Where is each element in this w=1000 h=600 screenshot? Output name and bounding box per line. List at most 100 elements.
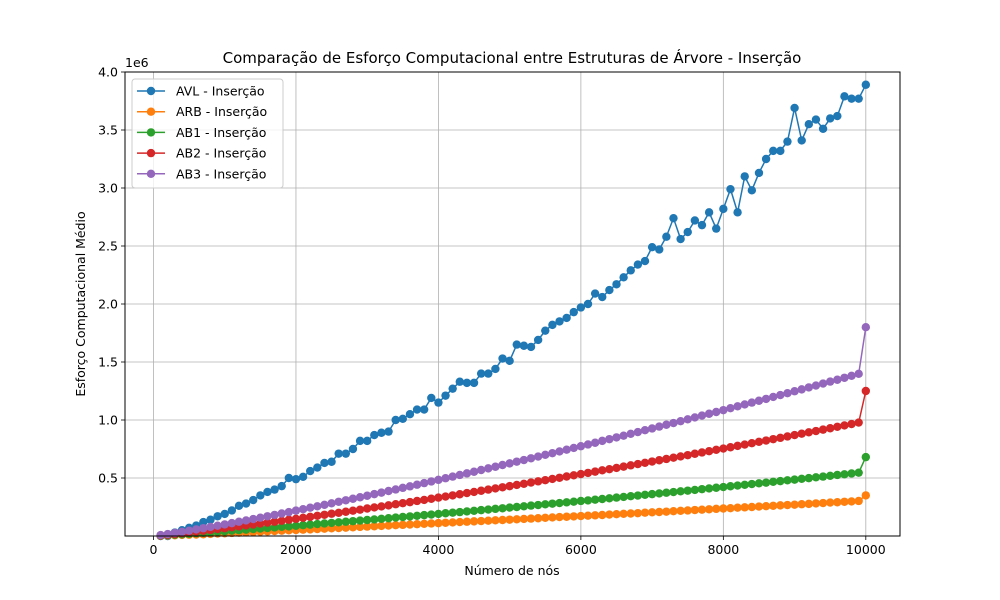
data-point — [854, 468, 863, 477]
data-point — [284, 507, 294, 517]
data-point — [249, 495, 258, 505]
data-point — [519, 502, 529, 511]
data-point — [861, 80, 871, 89]
data-point — [206, 515, 215, 524]
data-point — [776, 433, 785, 443]
data-point — [683, 415, 692, 424]
data-point — [740, 503, 749, 512]
data-point — [776, 390, 785, 400]
data-point — [825, 114, 835, 123]
data-point — [384, 514, 393, 523]
data-point — [683, 506, 692, 515]
data-point — [533, 477, 543, 486]
data-point — [783, 389, 792, 398]
data-point — [541, 476, 550, 485]
data-point — [747, 479, 757, 489]
legend-marker — [146, 169, 156, 178]
data-point — [427, 519, 436, 528]
data-point — [548, 499, 557, 508]
data-point — [341, 517, 351, 526]
data-point — [213, 521, 222, 530]
data-point — [398, 483, 407, 493]
data-point — [619, 492, 628, 502]
data-point — [719, 504, 728, 513]
data-point — [441, 391, 450, 400]
legend-entry: ARB - Inserção — [137, 104, 267, 119]
data-point — [683, 227, 692, 237]
data-point — [448, 518, 457, 527]
data-point — [263, 487, 272, 497]
data-point — [754, 168, 764, 178]
data-point — [277, 481, 286, 491]
data-point — [754, 479, 764, 488]
data-point — [227, 506, 237, 515]
data-point — [469, 517, 479, 526]
data-point — [655, 489, 664, 498]
data-point — [370, 503, 379, 512]
data-point — [313, 519, 322, 529]
data-point — [391, 500, 400, 509]
data-point — [476, 465, 486, 475]
data-point — [769, 392, 778, 402]
data-point — [398, 512, 407, 522]
data-point — [298, 505, 308, 514]
data-point — [355, 505, 365, 514]
data-point — [605, 510, 614, 519]
data-point — [818, 425, 828, 434]
data-point — [769, 434, 778, 444]
data-point — [519, 514, 529, 524]
data-point — [476, 486, 486, 495]
data-point — [512, 502, 521, 512]
data-point — [854, 369, 863, 379]
data-point — [818, 124, 828, 134]
data-point — [562, 498, 571, 507]
data-point — [484, 505, 493, 514]
data-point — [704, 505, 714, 514]
data-point — [569, 443, 578, 453]
data-point — [626, 266, 635, 275]
data-point — [769, 477, 778, 487]
data-point — [505, 481, 514, 491]
data-point — [690, 413, 700, 422]
data-point — [334, 508, 343, 517]
data-point — [313, 511, 322, 521]
data-point — [362, 515, 372, 525]
data-point — [548, 448, 557, 458]
data-point — [697, 484, 707, 494]
data-point — [569, 471, 578, 480]
data-point — [647, 457, 657, 466]
data-point — [854, 94, 863, 103]
data-point — [825, 377, 835, 386]
data-point — [811, 381, 821, 390]
data-point — [555, 473, 564, 482]
data-point — [769, 501, 778, 511]
data-point — [541, 450, 550, 459]
data-point — [719, 405, 728, 415]
data-point — [854, 496, 863, 506]
data-point — [334, 449, 343, 458]
data-point — [533, 500, 543, 510]
legend-label: AB3 - Inserção — [176, 166, 266, 181]
data-point — [669, 453, 678, 462]
legend-marker — [146, 86, 156, 96]
data-point — [434, 475, 443, 485]
data-point — [533, 452, 543, 461]
data-point — [256, 513, 265, 522]
data-point — [754, 396, 764, 405]
data-point — [612, 280, 621, 289]
data-point — [804, 473, 814, 483]
data-point — [633, 459, 643, 469]
data-point — [427, 393, 436, 403]
data-point — [790, 475, 799, 484]
data-point — [391, 485, 400, 494]
data-point — [448, 508, 457, 517]
data-point — [783, 476, 792, 485]
data-point — [241, 499, 251, 508]
data-point — [398, 520, 407, 530]
data-point — [291, 506, 301, 515]
data-point — [306, 466, 315, 476]
data-point — [669, 487, 678, 497]
data-point — [712, 224, 721, 233]
data-point — [505, 459, 514, 468]
